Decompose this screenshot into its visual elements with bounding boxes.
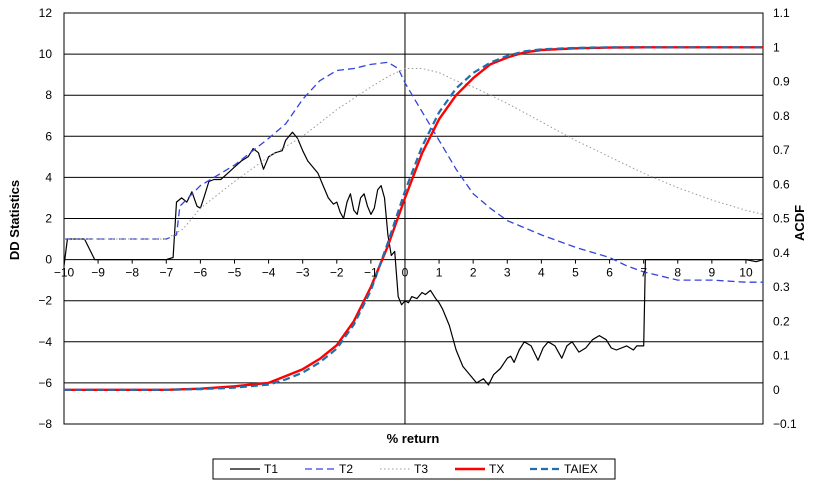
legend-label-taiex: TAIEX	[564, 462, 598, 476]
grid	[64, 12, 763, 425]
y-left-tick-label: 12	[39, 6, 53, 20]
x-tick-label: 9	[709, 266, 716, 280]
series-line-t1	[63, 131, 764, 386]
y-right-tick-label: −0.1	[773, 417, 797, 431]
y-left-tick-label: −4	[38, 335, 52, 349]
plot-area	[63, 12, 764, 425]
x-axis-title: % return	[387, 431, 440, 446]
y-right-tick-label: 0.9	[773, 75, 790, 89]
y-right-tick-label: 0.2	[773, 314, 790, 328]
y-right-tick-label: 0.5	[773, 212, 790, 226]
x-tick-label: −4	[262, 266, 276, 280]
x-tick-label: 8	[674, 266, 681, 280]
y-left-tick-label: 2	[45, 212, 52, 226]
x-tick-label: 5	[572, 266, 579, 280]
legend-label-t2: T2	[339, 462, 353, 476]
x-tick-label: 7	[640, 266, 647, 280]
x-tick-label: 4	[538, 266, 545, 280]
series-line-t2	[64, 61, 763, 283]
legend-label-tx: TX	[489, 462, 504, 476]
y-right-tick-label: 0.7	[773, 143, 790, 157]
x-tick-label: 3	[504, 266, 511, 280]
y-axis-right-title: ACDF	[792, 205, 807, 241]
y-left-tick-label: 8	[45, 88, 52, 102]
y-right-tick-label: 1.1	[773, 6, 790, 20]
y-left-tick-label: 6	[45, 129, 52, 143]
x-tick-label: 10	[739, 266, 753, 280]
x-tick-label: −9	[91, 266, 105, 280]
tick-labels: −10 −9 −8 −7 −6 −5 −4 −3 −2 −1 0 1 2 3 4 5 6 7 8 9 10−8−6−4−…	[38, 6, 797, 431]
y-right-tick-label: 0.6	[773, 177, 790, 191]
y-right-tick-label: 0.4	[773, 246, 790, 260]
y-left-tick-label: −6	[38, 376, 52, 390]
y-axis-left-title: DD Statistics	[7, 180, 22, 260]
y-left-tick-label: 4	[45, 170, 52, 184]
legend: T1 T2 T3 TX TAIEX	[212, 458, 616, 480]
series-line-tx	[64, 46, 763, 391]
y-right-tick-label: 0.3	[773, 280, 790, 294]
x-tick-label: −3	[296, 266, 310, 280]
x-tick-label: −5	[228, 266, 242, 280]
y-left-tick-label: −2	[38, 294, 52, 308]
y-left-tick-label: 0	[45, 253, 52, 267]
x-tick-label: 6	[606, 266, 613, 280]
x-tick-label: −1	[364, 266, 378, 280]
legend-label-t1: T1	[264, 462, 278, 476]
legend-box	[212, 458, 616, 480]
y-left-tick-label: −8	[38, 417, 52, 431]
series	[63, 46, 764, 391]
y-right-tick-label: 0	[773, 383, 780, 397]
x-tick-label: 0	[402, 266, 409, 280]
x-tick-label: −2	[330, 266, 344, 280]
legend-label-t3: T3	[414, 462, 428, 476]
x-tick-label: −8	[125, 266, 139, 280]
y-right-tick-label: 1	[773, 40, 780, 54]
x-tick-label: −10	[54, 266, 75, 280]
series-line-taiex	[64, 46, 763, 391]
x-tick-label: 2	[470, 266, 477, 280]
x-tick-label: 1	[436, 266, 443, 280]
y-right-tick-label: 0.1	[773, 349, 790, 363]
y-left-tick-label: 10	[39, 47, 53, 61]
series-line-t3	[64, 68, 764, 240]
x-tick-label: −6	[194, 266, 208, 280]
y-right-tick-label: 0.8	[773, 109, 790, 123]
x-tick-label: −7	[159, 266, 173, 280]
